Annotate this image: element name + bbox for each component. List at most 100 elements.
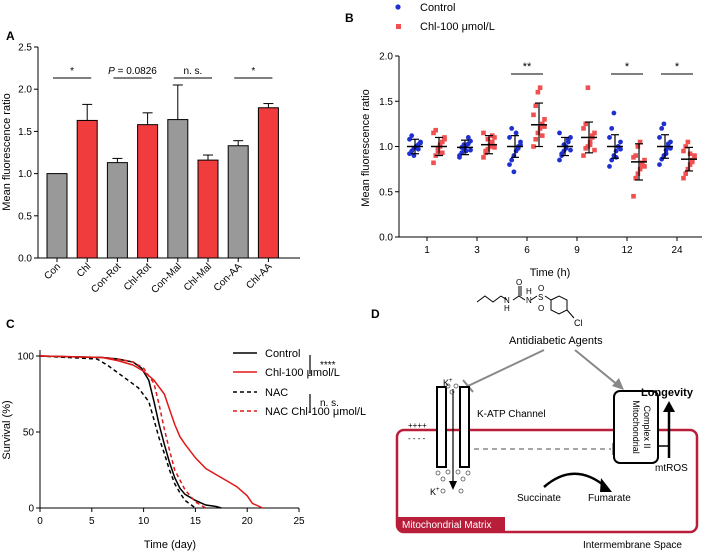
chart-b-x-tick-label: 1 <box>424 245 430 256</box>
point-chl <box>492 145 497 150</box>
point-control <box>509 157 515 163</box>
chemical-structure <box>476 286 575 319</box>
chem-s: S <box>538 293 543 302</box>
panel-letter-b: B <box>345 11 354 25</box>
point-control <box>609 125 615 131</box>
point-chl <box>583 121 588 127</box>
point-control <box>609 157 615 163</box>
point-chl <box>485 136 491 142</box>
point-chl <box>483 148 488 154</box>
label-k-bottom: K+ <box>430 487 440 497</box>
legend-b-control-marker <box>395 4 401 10</box>
chart-a-y-tick-label: 2.0 <box>18 85 32 96</box>
chart-c-x-tick-label: 20 <box>242 516 254 527</box>
point-chl <box>535 130 541 136</box>
label-fumarate: Fumarate <box>588 493 631 504</box>
chart-b-y-tick-label: 0.5 <box>379 187 393 198</box>
survival-curve-nac <box>39 355 196 509</box>
point-chl <box>542 117 547 122</box>
chem-benzene-ring <box>550 295 568 315</box>
label-k-top: K+ <box>443 378 453 388</box>
legend-c-nac-chl-label: NAC Chl-100 μmol/L <box>265 406 366 418</box>
chart-c-y-label: Survival (%) <box>1 400 13 459</box>
label-membrane-minus: - - - - <box>408 434 426 443</box>
chart-a-y-label: Mean fluorescence ratio <box>1 93 13 210</box>
sig-text-a: * <box>251 66 255 77</box>
chart-b-x-tick-label: 24 <box>671 245 683 256</box>
point-control <box>618 139 623 145</box>
chart-c-x-tick-label: 15 <box>190 516 202 527</box>
chem-cl: Cl <box>574 318 583 328</box>
point-control <box>507 162 512 168</box>
ion <box>449 389 455 395</box>
point-chl <box>440 150 445 156</box>
point-chl <box>431 130 436 136</box>
survival-curve-chl-100-mol-l <box>39 355 264 509</box>
point-control <box>659 125 665 131</box>
ion <box>445 383 451 389</box>
point-chl <box>685 139 691 145</box>
point-control <box>661 121 667 127</box>
longevity-arrowhead <box>663 401 675 412</box>
point-chl <box>537 85 543 90</box>
legend-c-chl-label: Chl-100 μmol/L <box>265 367 340 379</box>
chart-b-x-tick-label: 12 <box>621 245 633 256</box>
chem-bond-1 <box>500 295 508 301</box>
point-chl <box>642 164 647 169</box>
point-control <box>568 147 573 153</box>
chart-b-y-tick-label: 1.0 <box>379 142 393 153</box>
chart-b-x-label: Time (h) <box>530 267 571 279</box>
point-chl <box>490 139 495 145</box>
point-control <box>559 151 565 157</box>
point-chl <box>481 130 486 136</box>
bar-chl-aa <box>257 107 279 259</box>
chart-a-category-label: Chl-AA <box>244 261 274 291</box>
chart-c-y-tick-label: 50 <box>23 428 35 439</box>
point-chl <box>592 147 597 153</box>
label-succinate: Succinate <box>517 493 561 504</box>
point-chl <box>533 136 538 142</box>
legend-b-chl-marker <box>396 24 401 29</box>
point-chl <box>640 160 645 166</box>
label-longevity: Longevity <box>641 387 694 399</box>
sig-text-b: * <box>675 61 680 73</box>
sig-c-text-2: n. s. <box>320 398 339 409</box>
point-chl <box>683 144 688 149</box>
chart-b: Mean fluorescence ratio Time (h) Control… <box>360 2 702 279</box>
chart-b-y-label: Mean fluorescence ratio <box>360 89 372 206</box>
point-control <box>513 130 519 136</box>
point-control <box>407 136 412 142</box>
chart-a-y-tick-label: 0.0 <box>18 254 32 265</box>
point-control <box>618 146 623 152</box>
chem-bond-3 <box>518 295 526 301</box>
chem-propyl-chain <box>476 295 502 303</box>
point-chl <box>637 139 643 145</box>
point-chl <box>692 155 697 160</box>
point-control <box>468 138 473 144</box>
point-control <box>557 157 562 163</box>
point-chl <box>540 133 545 138</box>
label-mtros: mtROS <box>655 463 688 474</box>
point-control <box>459 150 465 156</box>
chart-b-x-tick-label: 6 <box>524 245 530 256</box>
panel-letter-c: C <box>6 317 15 331</box>
point-chl <box>585 85 591 90</box>
point-chl <box>431 160 436 166</box>
katp-flux-arrowhead <box>449 481 457 490</box>
point-chl <box>581 153 586 158</box>
chart-b-y-tick-label: 1.5 <box>379 97 393 108</box>
mechanism-diagram: N H N H S O O O Cl Antidiabetic Agents M… <box>395 278 699 551</box>
chem-h1: H <box>504 304 510 313</box>
point-chl <box>531 144 536 149</box>
bar-con-mal <box>167 119 189 259</box>
point-chl <box>631 193 636 199</box>
point-chl <box>537 126 543 131</box>
point-chl <box>442 136 447 142</box>
ion <box>455 469 461 475</box>
ion <box>435 470 441 476</box>
bar-chl-rot <box>137 124 159 259</box>
chart-a-category-label: Con-Mal <box>149 261 184 296</box>
point-control <box>509 125 515 131</box>
point-chl <box>533 103 538 109</box>
legend-b-chl-label: Chl-100 μmol/L <box>420 21 495 33</box>
